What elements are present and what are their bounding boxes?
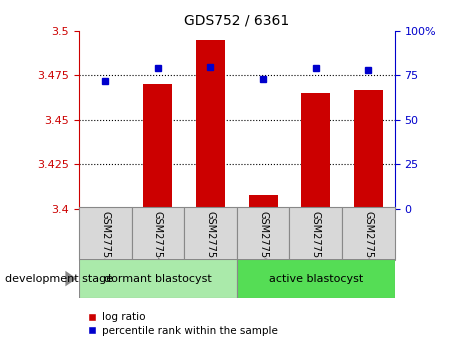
Text: GSM27757: GSM27757 [311,211,321,265]
Text: GSM27758: GSM27758 [364,211,373,265]
Bar [237,259,395,298]
Bar [342,207,395,260]
Bar [301,93,330,209]
Bar [143,85,172,209]
Text: active blastocyst: active blastocyst [269,274,363,284]
Text: GSM27753: GSM27753 [100,211,110,265]
Text: dormant blastocyst: dormant blastocyst [104,274,212,284]
Text: GSM27755: GSM27755 [206,211,216,265]
Text: development stage: development stage [5,274,113,284]
Legend: log ratio, percentile rank within the sample: log ratio, percentile rank within the sa… [84,308,282,340]
Bar [354,90,383,209]
Text: GSM27756: GSM27756 [258,211,268,265]
Bar [79,207,132,260]
Bar [196,40,225,209]
Bar [290,207,342,260]
Title: GDS752 / 6361: GDS752 / 6361 [184,13,290,27]
Bar [237,207,290,260]
Polygon shape [65,271,77,286]
Bar [249,195,277,209]
Bar [91,207,120,209]
Text: GSM27754: GSM27754 [153,211,163,265]
Bar [79,259,237,298]
Bar [132,207,184,260]
Bar [184,207,237,260]
